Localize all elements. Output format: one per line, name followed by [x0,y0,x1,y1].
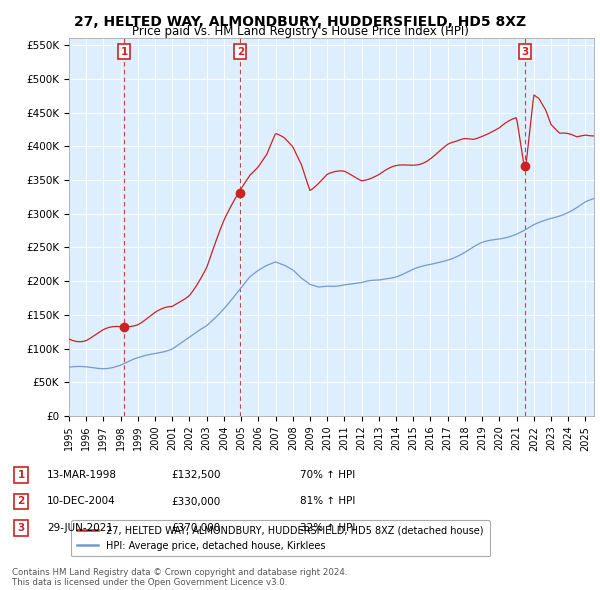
Text: 3: 3 [521,47,529,57]
Text: 29-JUN-2021: 29-JUN-2021 [47,523,113,533]
Text: 2: 2 [17,497,25,506]
Text: £132,500: £132,500 [171,470,221,480]
Text: 81% ↑ HPI: 81% ↑ HPI [300,497,355,506]
Text: 13-MAR-1998: 13-MAR-1998 [47,470,117,480]
Text: £330,000: £330,000 [171,497,220,506]
Text: 2: 2 [236,47,244,57]
Text: Price paid vs. HM Land Registry's House Price Index (HPI): Price paid vs. HM Land Registry's House … [131,25,469,38]
Text: 32% ↑ HPI: 32% ↑ HPI [300,523,355,533]
Legend: 27, HELTED WAY, ALMONDBURY, HUDDERSFIELD, HD5 8XZ (detached house), HPI: Average: 27, HELTED WAY, ALMONDBURY, HUDDERSFIELD… [71,520,490,556]
Text: Contains HM Land Registry data © Crown copyright and database right 2024.
This d: Contains HM Land Registry data © Crown c… [12,568,347,587]
Text: 1: 1 [121,47,128,57]
Text: £370,000: £370,000 [171,523,220,533]
Text: 27, HELTED WAY, ALMONDBURY, HUDDERSFIELD, HD5 8XZ: 27, HELTED WAY, ALMONDBURY, HUDDERSFIELD… [74,15,526,29]
Text: 1: 1 [17,470,25,480]
Text: 10-DEC-2004: 10-DEC-2004 [47,497,116,506]
Text: 3: 3 [17,523,25,533]
Text: 70% ↑ HPI: 70% ↑ HPI [300,470,355,480]
